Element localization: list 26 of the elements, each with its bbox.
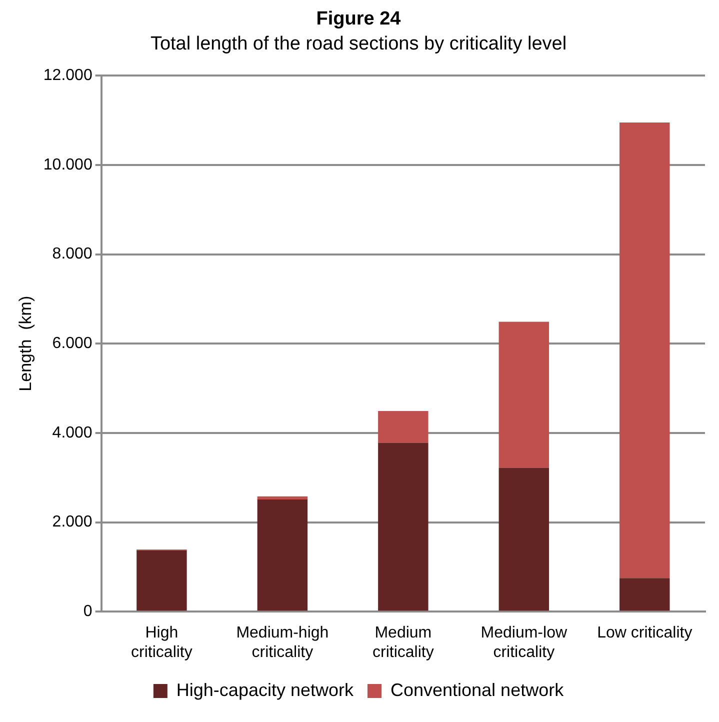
x-tick-label: Medium-high criticality [236, 624, 329, 661]
chart-title: Figure 24 [316, 8, 402, 30]
bar [498, 468, 550, 611]
y-tick-label: 12.000 [43, 67, 92, 84]
y-tick-label: 0 [83, 603, 92, 620]
chart-subtitle: Total length of the road sections by criticality level [150, 33, 567, 54]
bar [620, 122, 670, 578]
y-tick-label: 4.000 [52, 424, 92, 442]
y-tick-label: 10.000 [43, 156, 92, 174]
y-axis-title: Length (km) [16, 296, 35, 392]
x-tick-label: High criticality [131, 624, 192, 661]
y-tick-label: 8.000 [52, 246, 92, 263]
bar [136, 550, 187, 611]
legend-label: High-capacity network [176, 680, 354, 700]
bar [378, 411, 428, 443]
bar [378, 442, 428, 611]
x-tick-label: Low criticality [597, 624, 692, 642]
legend-label: Conventional network [390, 680, 565, 700]
x-tick-label: Medium criticality [372, 624, 434, 661]
bar [620, 578, 670, 611]
bar [498, 322, 550, 468]
bar [257, 499, 308, 611]
x-tick-label: Medium-low criticality [480, 624, 568, 661]
y-tick-label: 2.000 [52, 514, 92, 531]
bar [257, 496, 308, 500]
y-tick-label: 6.000 [52, 335, 92, 352]
